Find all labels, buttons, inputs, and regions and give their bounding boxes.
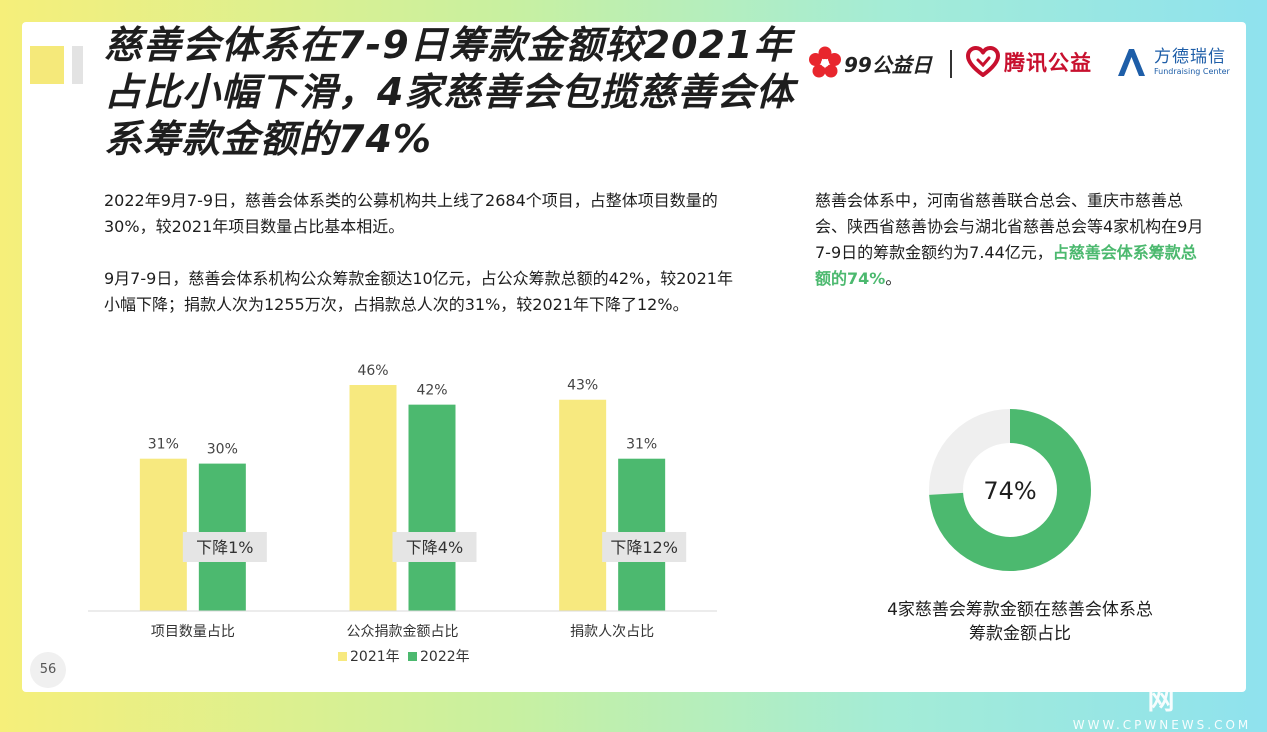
- watermark-cn: 中国公益新闻网: [1075, 651, 1249, 716]
- watermark-en: WWW.CPWNEWS.COM: [1072, 718, 1252, 732]
- paragraph3-highlight: 占慈善会体系筹款总额的74%: [815, 243, 1197, 288]
- bar-data-label: 31%: [626, 437, 657, 453]
- logo1-text: 99公益日: [844, 52, 932, 77]
- decor-yellow-block: [30, 46, 64, 84]
- paragraph-four-charities: 慈善会体系中，河南省慈善联合总会、重庆市慈善总会、陕西省慈善协会与湖北省慈善总会…: [815, 188, 1210, 292]
- paragraph3-tail: 。: [885, 269, 902, 288]
- annotation-box: [602, 532, 687, 562]
- category-label: 公众捐款金额占比: [347, 624, 459, 640]
- bar-data-label: 31%: [148, 437, 179, 453]
- paragraph3-text: 慈善会体系中，河南省慈善联合总会、重庆市慈善总会、陕西省慈善协会与湖北省慈善总会…: [815, 191, 1204, 262]
- logo-99-gongyi-ri: 99公益日: [808, 46, 932, 80]
- decor-gray-block: [72, 46, 83, 84]
- annotation-text: 下降1%: [196, 538, 253, 557]
- bar-chart: 31% 30% 下降1% 项目数量占比 46% 42% 下降4% 公众捐款金额占比 43% 31%…: [88, 363, 717, 665]
- annotation-text: 下降12%: [610, 538, 678, 557]
- logo3-cn-text: 方德瑞信: [1154, 47, 1226, 67]
- flower-icon: [809, 46, 841, 78]
- logo-tencent-gongyi: 腾讯公益: [966, 46, 1092, 78]
- bar-2021-2: [559, 399, 607, 611]
- logo-divider: [950, 50, 952, 78]
- logo-fangde-ruixin: 方德瑞信 Fundraising Center: [1114, 46, 1230, 78]
- logo-bar: 99公益日 腾讯公益 方德瑞信 Fundraising Center: [808, 44, 1233, 84]
- bar-2021-1: [349, 385, 397, 611]
- fangde-mark-icon: [1118, 49, 1145, 76]
- annotation-box: [392, 532, 477, 562]
- annotation-text: 下降4%: [406, 538, 463, 557]
- category-label: 捐款人次占比: [570, 624, 654, 640]
- bar-data-label: 46%: [357, 363, 388, 379]
- category-label: 项目数量占比: [151, 624, 235, 640]
- page-number: 56: [30, 652, 66, 688]
- bar-data-label: 43%: [567, 378, 598, 394]
- heart-icon: [966, 46, 1000, 77]
- bar-2022-1: [408, 404, 456, 611]
- legend-label: 2022年: [420, 649, 470, 665]
- legend-swatch-2022: [408, 652, 417, 661]
- legend-swatch-2021: [338, 652, 347, 661]
- annotation-box: [182, 532, 267, 562]
- donut-share-arc: [929, 409, 1091, 571]
- donut-chart: 74%: [929, 409, 1091, 571]
- bar-data-label: 30%: [207, 442, 238, 458]
- logo2-text: 腾讯公益: [1004, 51, 1092, 75]
- slide-title: 慈善会体系在7-9日筹款金额较2021年占比小幅下滑，4家慈善会包揽慈善会体系筹…: [104, 23, 795, 161]
- paragraph-project-count: 2022年9月7-9日，慈善会体系类的公募机构共上线了2684个项目，占整体项目…: [104, 191, 718, 236]
- donut-caption: 4家慈善会筹款金额在慈善会体系总筹款金额占比: [887, 600, 1153, 644]
- logo3-en-text: Fundraising Center: [1154, 67, 1230, 76]
- legend-label: 2021年: [350, 649, 400, 665]
- donut-center-label: 74%: [983, 477, 1036, 505]
- bar-2021-0: [139, 458, 187, 611]
- watermark: 中国公益新闻网 WWW.CPWNEWS.COM: [1062, 650, 1262, 732]
- paragraph-donation-amount: 9月7-9日，慈善会体系机构公众筹款金额达10亿元，占公众筹款总额的42%，较2…: [104, 269, 733, 314]
- bar-data-label: 42%: [416, 383, 447, 399]
